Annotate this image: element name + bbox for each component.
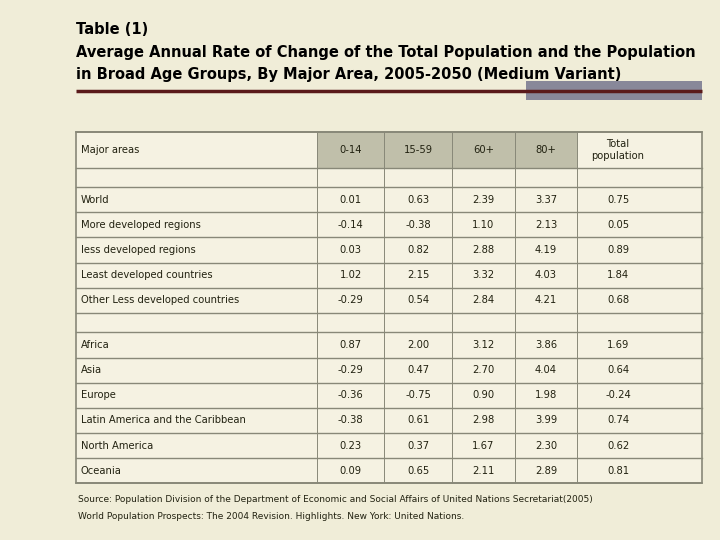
Text: 3.86: 3.86 [535, 340, 557, 350]
Text: 0.54: 0.54 [408, 295, 429, 305]
Text: 2.39: 2.39 [472, 194, 495, 205]
Text: 3.99: 3.99 [535, 415, 557, 426]
Text: 60+: 60+ [473, 145, 494, 155]
Text: -0.29: -0.29 [338, 365, 364, 375]
Text: 1.10: 1.10 [472, 220, 495, 230]
Text: Source: Population Division of the Department of Economic and Social Affairs of : Source: Population Division of the Depar… [78, 495, 593, 504]
Text: 3.32: 3.32 [472, 270, 495, 280]
Text: 0.61: 0.61 [407, 415, 429, 426]
Text: 1.67: 1.67 [472, 441, 495, 450]
Text: 0.65: 0.65 [407, 465, 429, 476]
Text: Average Annual Rate of Change of the Total Population and the Population: Average Annual Rate of Change of the Tot… [76, 45, 696, 60]
Text: 4.21: 4.21 [535, 295, 557, 305]
Text: 4.04: 4.04 [535, 365, 557, 375]
Text: Table (1): Table (1) [76, 22, 148, 37]
Text: 80+: 80+ [536, 145, 557, 155]
Text: -0.38: -0.38 [405, 220, 431, 230]
Text: Africa: Africa [81, 340, 109, 350]
Text: 0.63: 0.63 [408, 194, 429, 205]
Text: 0.09: 0.09 [340, 465, 361, 476]
Text: 0.64: 0.64 [607, 365, 629, 375]
Text: 0.89: 0.89 [607, 245, 629, 255]
Text: 0.68: 0.68 [607, 295, 629, 305]
Text: 0.37: 0.37 [408, 441, 429, 450]
Text: in Broad Age Groups, By Major Area, 2005-2050 (Medium Variant): in Broad Age Groups, By Major Area, 2005… [76, 68, 621, 83]
Text: -0.24: -0.24 [606, 390, 631, 400]
Text: Total
population: Total population [592, 139, 644, 161]
Text: 1.02: 1.02 [339, 270, 361, 280]
Text: 0.01: 0.01 [340, 194, 361, 205]
Text: -0.38: -0.38 [338, 415, 364, 426]
Text: 0.05: 0.05 [607, 220, 629, 230]
Text: 0.62: 0.62 [607, 441, 629, 450]
Text: 0-14: 0-14 [339, 145, 362, 155]
Text: less developed regions: less developed regions [81, 245, 195, 255]
Text: 4.03: 4.03 [535, 270, 557, 280]
Text: 1.84: 1.84 [607, 270, 629, 280]
Text: Other Less developed countries: Other Less developed countries [81, 295, 239, 305]
Text: 2.70: 2.70 [472, 365, 495, 375]
Text: 2.13: 2.13 [535, 220, 557, 230]
Text: 3.37: 3.37 [535, 194, 557, 205]
Text: 2.89: 2.89 [535, 465, 557, 476]
Text: Latin America and the Caribbean: Latin America and the Caribbean [81, 415, 246, 426]
Text: 2.98: 2.98 [472, 415, 495, 426]
Text: 2.30: 2.30 [535, 441, 557, 450]
Text: 0.75: 0.75 [607, 194, 629, 205]
Text: Europe: Europe [81, 390, 115, 400]
Text: 0.81: 0.81 [607, 465, 629, 476]
Text: World Population Prospects: The 2004 Revision. Highlights. New York: United Nati: World Population Prospects: The 2004 Rev… [78, 512, 464, 522]
Text: 0.90: 0.90 [472, 390, 495, 400]
Text: Asia: Asia [81, 365, 102, 375]
Text: Oceania: Oceania [81, 465, 122, 476]
Text: World: World [81, 194, 109, 205]
Text: Least developed countries: Least developed countries [81, 270, 212, 280]
Text: 0.82: 0.82 [408, 245, 429, 255]
Text: -0.36: -0.36 [338, 390, 364, 400]
Text: -0.29: -0.29 [338, 295, 364, 305]
Text: 0.23: 0.23 [340, 441, 361, 450]
Text: 15-59: 15-59 [404, 145, 433, 155]
Text: 3.12: 3.12 [472, 340, 495, 350]
Text: 0.03: 0.03 [340, 245, 361, 255]
Text: 4.19: 4.19 [535, 245, 557, 255]
Text: 1.69: 1.69 [607, 340, 629, 350]
Text: -0.14: -0.14 [338, 220, 364, 230]
Text: 1.98: 1.98 [535, 390, 557, 400]
Text: 0.74: 0.74 [607, 415, 629, 426]
Text: 0.87: 0.87 [340, 340, 361, 350]
Text: More developed regions: More developed regions [81, 220, 200, 230]
Text: -0.75: -0.75 [405, 390, 431, 400]
Text: 2.15: 2.15 [407, 270, 429, 280]
Text: 2.84: 2.84 [472, 295, 495, 305]
Text: 2.00: 2.00 [408, 340, 429, 350]
Text: North America: North America [81, 441, 153, 450]
Text: 2.11: 2.11 [472, 465, 495, 476]
Text: Major areas: Major areas [81, 145, 139, 155]
Text: 2.88: 2.88 [472, 245, 495, 255]
Text: 0.47: 0.47 [408, 365, 429, 375]
